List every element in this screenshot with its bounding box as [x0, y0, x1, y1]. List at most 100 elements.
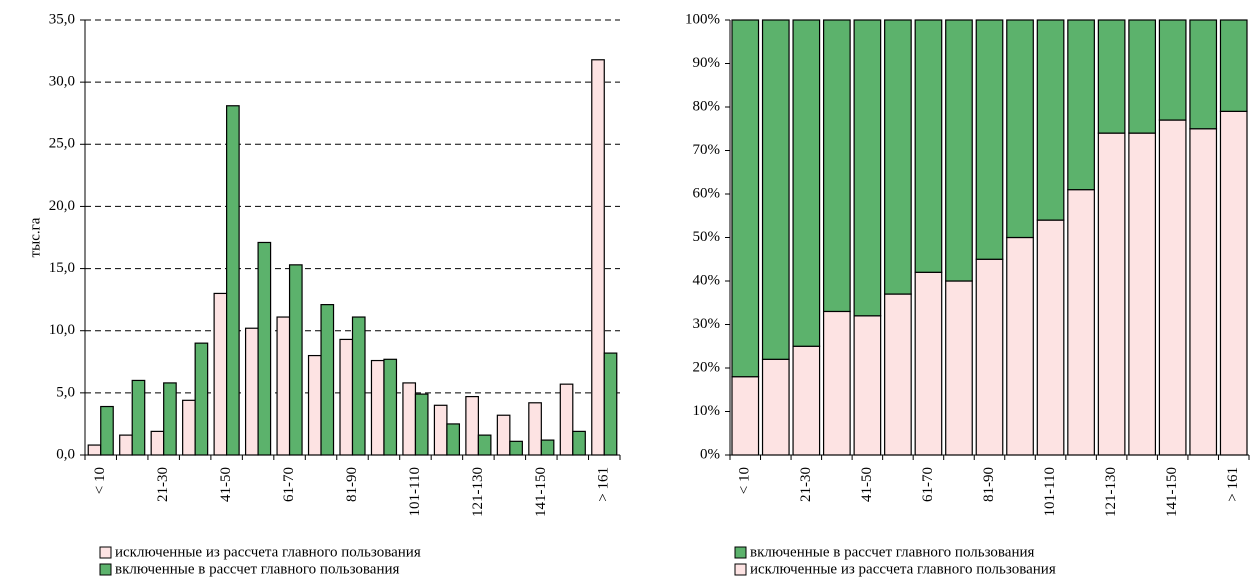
bar-segment — [822, 310, 851, 456]
bar-segment — [1128, 132, 1157, 456]
x-tick-label: 21-30 — [798, 467, 814, 502]
bar-segment — [1067, 19, 1095, 191]
bar — [414, 393, 429, 456]
bar — [540, 439, 555, 456]
bar-segment — [884, 19, 912, 295]
bar-segment — [914, 19, 943, 273]
bar-segment — [822, 19, 851, 313]
y-tick-label: 80% — [693, 98, 721, 114]
x-tick-label: 141-150 — [533, 467, 549, 517]
bar — [276, 316, 291, 456]
bar — [307, 354, 322, 456]
bar — [119, 434, 133, 456]
y-tick-label: 35,0 — [49, 11, 75, 27]
bar — [182, 399, 196, 456]
bar-segment — [1128, 19, 1157, 134]
y-tick-label: 30% — [693, 316, 721, 332]
bar — [591, 59, 605, 456]
bar-segment — [792, 19, 821, 347]
x-tick-label: 81-90 — [344, 467, 360, 502]
bar — [496, 414, 511, 456]
x-tick-label: 121-130 — [470, 467, 486, 517]
bar-segment — [914, 271, 943, 456]
bar — [150, 430, 165, 456]
bar-segment — [884, 293, 912, 456]
bar-segment — [1158, 19, 1187, 121]
y-tick-label: 60% — [693, 185, 721, 201]
bar-segment — [1006, 19, 1034, 239]
bar — [370, 359, 385, 456]
bar-segment — [1036, 219, 1065, 456]
legend-swatch — [734, 546, 747, 559]
bar — [402, 382, 417, 456]
bar-segment — [1189, 128, 1218, 456]
bar — [477, 434, 492, 456]
bar — [131, 379, 146, 456]
x-tick-label: < 10 — [737, 467, 753, 494]
x-tick-label: 61-70 — [281, 467, 297, 502]
x-tick-label: 41-50 — [218, 467, 234, 502]
bar-segment — [1219, 110, 1248, 456]
x-tick-label: 121-130 — [1103, 467, 1119, 517]
legend-label: включенные в рассчет главного пользовани… — [750, 544, 1035, 560]
bar — [383, 358, 398, 456]
bar-segment — [731, 376, 760, 456]
legend-swatch — [734, 563, 747, 576]
bar-segment — [945, 19, 973, 282]
y-tick-label: 50% — [693, 229, 721, 245]
bar — [87, 444, 102, 456]
bar-segment — [1067, 189, 1095, 456]
bar — [226, 105, 240, 456]
y-tick-label: 0,0 — [56, 446, 75, 462]
bar — [351, 316, 366, 456]
bar — [559, 383, 574, 456]
y-tick-label: 15,0 — [49, 260, 75, 276]
bar-segment — [1189, 19, 1218, 130]
bar-segment — [1036, 19, 1065, 221]
bar-segment — [975, 19, 1004, 260]
bar-segment — [975, 258, 1004, 456]
bar — [288, 264, 303, 456]
x-tick-label: 61-70 — [920, 467, 936, 502]
y-tick-label: 100% — [685, 11, 720, 27]
bar — [603, 352, 618, 456]
y-tick-label: 90% — [693, 55, 721, 71]
bar — [339, 338, 354, 456]
y-axis-label: тыс.га — [27, 217, 43, 257]
bar-segment — [853, 19, 882, 317]
bar — [320, 304, 335, 456]
bar — [528, 402, 542, 456]
bar-segment — [1158, 119, 1187, 456]
y-tick-label: 25,0 — [49, 136, 75, 152]
bar-segment — [945, 280, 973, 456]
y-tick-label: 40% — [693, 272, 721, 288]
bar — [213, 292, 228, 456]
bar-segment — [761, 19, 790, 360]
y-tick-label: 20,0 — [49, 198, 75, 214]
x-tick-label: 141-150 — [1164, 467, 1180, 517]
bar — [100, 405, 114, 456]
bar-segment — [731, 19, 760, 378]
bar — [163, 382, 177, 456]
bar — [572, 430, 586, 456]
legend-label: исключенные из рассчета главного пользов… — [750, 561, 1056, 577]
x-tick-label: 41-50 — [859, 467, 875, 502]
bar-segment — [1219, 19, 1248, 112]
bar — [446, 423, 461, 456]
y-tick-label: 0% — [700, 446, 720, 462]
bar — [509, 440, 523, 456]
x-tick-label: > 161 — [1225, 467, 1241, 502]
bar-segment — [1097, 132, 1126, 456]
legend-label: включенные в рассчет главного пользовани… — [115, 561, 400, 577]
y-tick-label: 20% — [693, 359, 721, 375]
bar — [465, 395, 479, 456]
y-tick-label: 30,0 — [49, 74, 75, 90]
x-tick-label: > 161 — [596, 467, 612, 502]
bar-segment — [1097, 19, 1126, 134]
bar-segment — [761, 358, 790, 456]
y-tick-label: 10% — [693, 403, 721, 419]
bar-segment — [1006, 236, 1034, 456]
x-tick-label: < 10 — [92, 467, 108, 494]
legend-swatch — [99, 546, 112, 559]
